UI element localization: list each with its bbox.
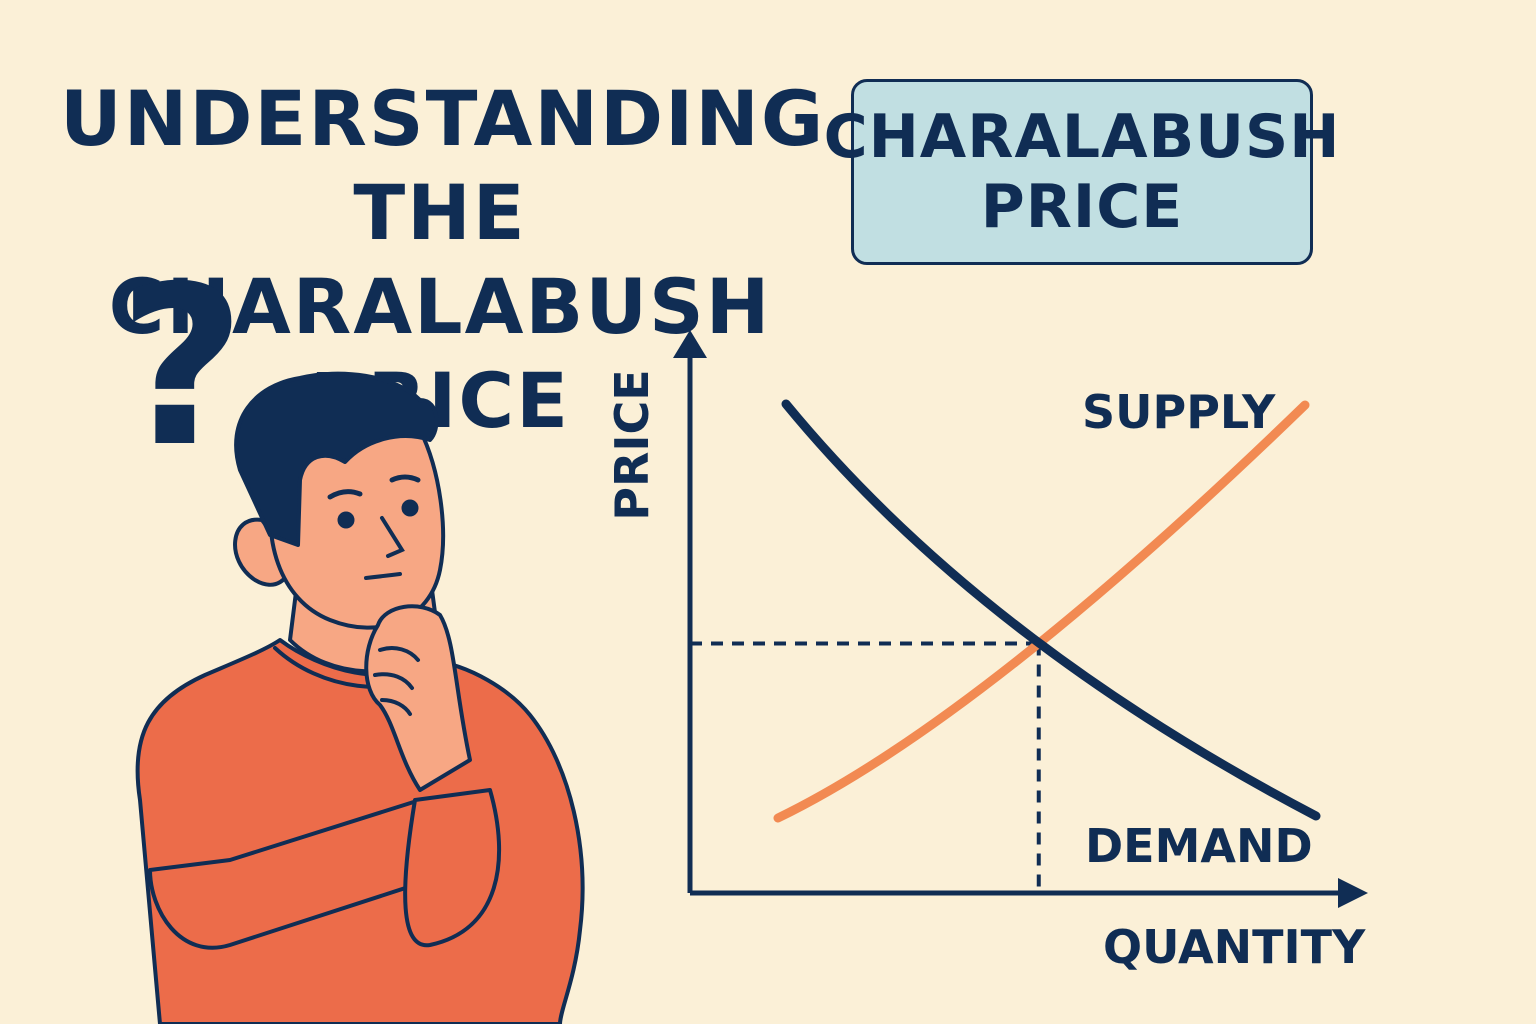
y-axis-arrow [673, 330, 707, 358]
mouth [364, 572, 402, 580]
nose [380, 516, 405, 558]
demand-label: DEMAND [1085, 819, 1313, 873]
hair [234, 371, 439, 547]
badge-line-1: CHARALABUSH [823, 102, 1341, 172]
question-mark-icon: ? [118, 239, 246, 495]
supply-label: SUPPLY [1082, 385, 1276, 439]
right-brow [389, 474, 421, 483]
x-axis-label: QUANTITY [1103, 920, 1366, 974]
finger-lines [373, 646, 420, 716]
right-eye [401, 499, 419, 517]
y-axis-label: PRICE [605, 369, 659, 520]
hand [364, 604, 472, 792]
raised-forearm [403, 788, 502, 948]
page-title: UNDERSTANDING THE CHARALABUSH PRICE [60, 72, 826, 448]
demand-line [781, 399, 1321, 821]
title-line-2: THE CHARALABUSH [108, 168, 772, 351]
left-brow [327, 489, 363, 500]
title-line-1: UNDERSTANDING [60, 74, 826, 163]
title-badge: CHARALABUSH PRICE [824, 79, 1339, 265]
x-axis-arrow [1338, 878, 1368, 908]
supply-line [773, 400, 1310, 823]
badge-line-2: PRICE [980, 172, 1184, 242]
left-arm [148, 798, 432, 950]
left-eye [337, 511, 355, 529]
